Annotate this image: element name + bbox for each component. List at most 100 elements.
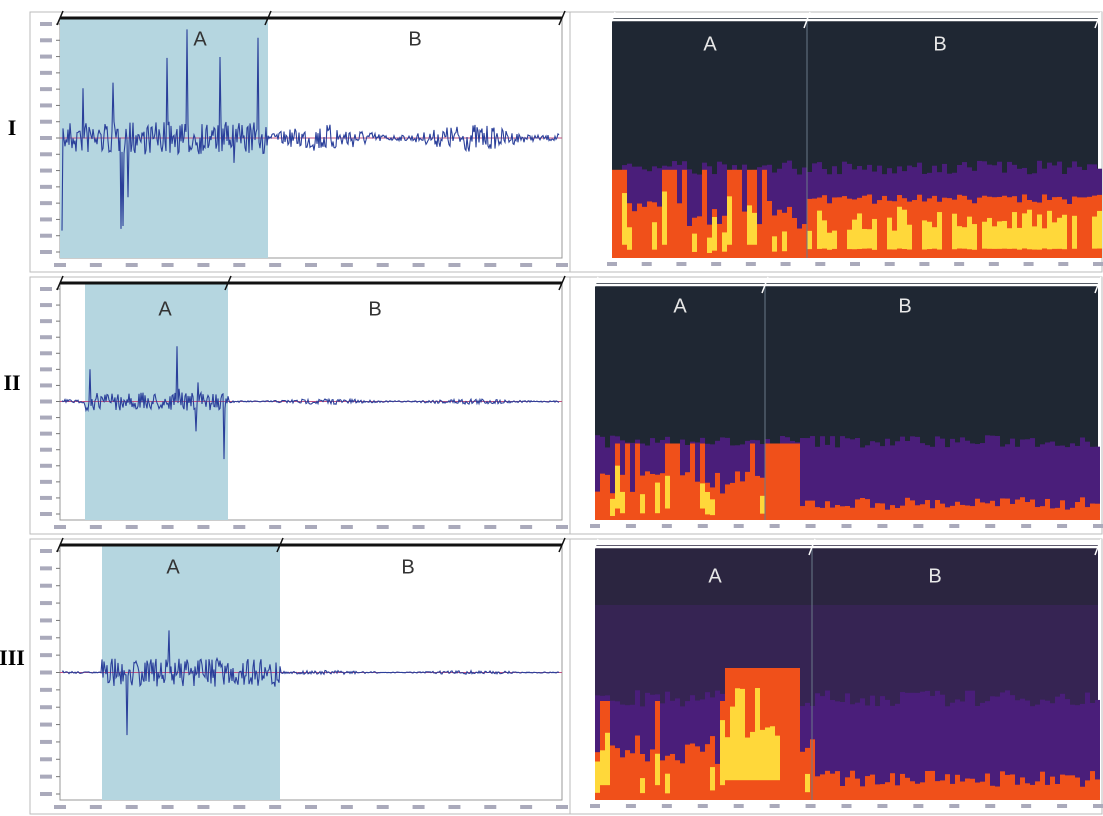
spectrum-band [815, 507, 820, 520]
tick-label [850, 262, 860, 266]
tick-label [89, 263, 102, 267]
spectrum-band [1080, 497, 1085, 520]
spectrum-band [790, 443, 795, 520]
spectrum-band [825, 444, 830, 520]
spectrum-band [660, 473, 665, 520]
tick-label [769, 524, 780, 528]
spectrum-band [940, 780, 945, 800]
spectrum-band [980, 781, 985, 800]
bracket-tick [591, 276, 599, 294]
spectrum-band [692, 173, 697, 258]
spectrum-band [675, 698, 680, 800]
spectrum-band [1045, 442, 1050, 520]
spectrum-band [720, 437, 725, 520]
spectrum-band [1010, 695, 1015, 800]
spectrum-band [720, 493, 725, 520]
spectrum-peak [727, 196, 732, 245]
tick-label [340, 805, 353, 809]
spectrum-band [805, 500, 810, 520]
tick-label [305, 263, 317, 267]
spectrum-band [820, 436, 825, 520]
spectrum-band [645, 692, 650, 800]
spectrum-band [610, 435, 615, 520]
spectrum-band [990, 500, 995, 520]
spectrum-peak [745, 737, 750, 781]
spectrum-band [865, 776, 870, 800]
spectrum-band [670, 753, 675, 800]
spectrum-band [837, 197, 842, 258]
row-label: I [8, 115, 17, 140]
spectrum-peak [615, 465, 620, 509]
spectrum-band [660, 760, 665, 800]
spectrum-band [995, 696, 1000, 800]
spectrum-band [875, 442, 880, 520]
spectrum-band [745, 471, 750, 520]
spectrum-peak [997, 221, 1002, 249]
tick-label [40, 415, 52, 420]
spectrum-band [835, 701, 840, 800]
spectrum-band [657, 206, 662, 258]
tick-label [40, 168, 52, 173]
spectrum-band [795, 443, 800, 520]
spectrum-band [777, 209, 782, 258]
spectrum-band [1067, 203, 1072, 258]
spectrum-band [1060, 500, 1065, 520]
spectrum-band [600, 473, 605, 520]
tick-label [340, 525, 353, 529]
tick-label [125, 263, 138, 267]
spectrum-peak [822, 220, 827, 249]
spectrum-band [825, 501, 830, 520]
spectrum-band [1025, 700, 1030, 800]
spectrum-band [645, 471, 650, 520]
bracket-tick [224, 275, 232, 291]
spectrum-band [802, 167, 807, 258]
spectrum-band [620, 704, 625, 800]
spectrum-band [900, 692, 905, 800]
spectrum-band [840, 701, 845, 800]
spectrum-peak [872, 218, 877, 250]
spectrum-band [1015, 700, 1020, 800]
spectrum-band [1077, 197, 1082, 258]
tick-label [197, 525, 210, 529]
spectrum-peak [987, 217, 992, 249]
spectrum-band [1000, 771, 1005, 800]
spectrum-band [1090, 771, 1095, 800]
spectrum-band [800, 506, 805, 520]
spectrum-band [970, 443, 975, 520]
spectrum-band [955, 774, 960, 800]
spectrum-band [925, 500, 930, 520]
spectrum-peak [707, 237, 712, 253]
spectrum-band [940, 503, 945, 520]
spectrum-band [790, 668, 795, 800]
spectrum-peak [1052, 222, 1057, 249]
spectrum-band [757, 224, 762, 258]
spectrum-peak [1047, 210, 1052, 250]
spectrum-band [1000, 692, 1005, 800]
spectrum-band [797, 174, 802, 258]
tick-label [877, 524, 888, 528]
spectrum-band [595, 491, 600, 520]
spectrum-band [630, 704, 635, 800]
spectrum-band [890, 773, 895, 800]
spectrum-band [1055, 445, 1060, 520]
spectrum-band [845, 438, 850, 520]
spectrum-band [945, 774, 950, 800]
spectrum-band [1025, 439, 1030, 520]
spectrum-band [910, 692, 915, 800]
spectrum-band [825, 770, 830, 800]
spectrum-peak [622, 193, 627, 245]
spectrum-band [1085, 692, 1090, 800]
tick-label [40, 687, 52, 692]
spectrum-band [735, 471, 740, 520]
spectrum-band [895, 785, 900, 800]
spectrum-band [625, 443, 630, 520]
spectrum-peak [605, 732, 610, 786]
spectrum-band [725, 437, 730, 520]
spectrum-band [1045, 700, 1050, 800]
spectrum-band [612, 169, 617, 258]
spectrum-band [620, 757, 625, 800]
tick-label [233, 525, 246, 529]
tick-label [40, 319, 52, 324]
spectrum-band [877, 200, 882, 258]
bracket-tick [264, 10, 272, 26]
